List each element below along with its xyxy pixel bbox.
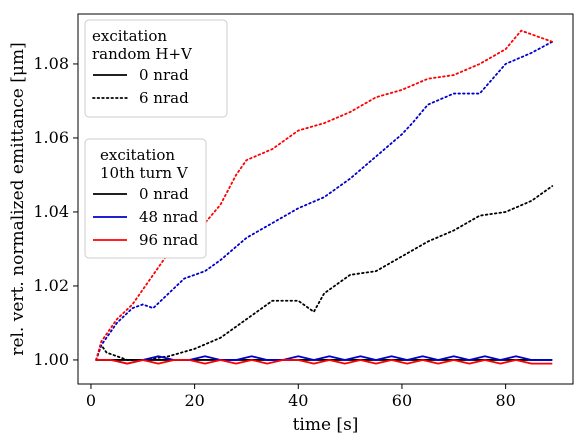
y-axis-ticks: 1.00 1.02 1.04 1.06 1.08: [33, 54, 78, 369]
legend-1-box: [84, 138, 207, 259]
series-line-0: [95, 185, 554, 361]
y-tick-label-0: 1.00: [33, 350, 69, 369]
legend-1-entry-2-label: 96 nrad: [139, 231, 199, 249]
series-layer: [95, 29, 554, 365]
x-tick-label-3: 60: [392, 391, 412, 410]
series-line-4: [96, 355, 553, 365]
legend-0-title-line-1: random H+V: [92, 45, 193, 63]
legend-1-title-line-0: excitation: [100, 146, 175, 164]
x-tick-label-0: 0: [86, 391, 96, 410]
y-tick-label-4: 1.08: [33, 54, 69, 73]
y-tick-label-1: 1.02: [33, 276, 69, 295]
series-line-5: [96, 359, 553, 365]
x-axis-label: time [s]: [293, 415, 359, 435]
series-line-2: [95, 29, 554, 361]
legend-0-title-line-0: excitation: [92, 27, 167, 45]
x-tick-label-2: 40: [288, 391, 308, 410]
legend-1-entry-1-label: 48 nrad: [139, 208, 199, 226]
x-tick-label-4: 80: [495, 391, 515, 410]
y-axis-label: rel. vert. normalized emittance [μm]: [8, 42, 28, 355]
x-tick-label-1: 20: [184, 391, 204, 410]
series-line-1: [95, 40, 554, 361]
x-axis-ticks: 0 20 40 60 80: [86, 384, 516, 410]
legend-0-box: [84, 19, 228, 118]
legend-0-entry-0-label: 0 nrad: [139, 66, 189, 84]
plot-frame: [77, 13, 574, 385]
y-tick-label-3: 1.06: [33, 128, 69, 147]
legend-0-entry-1-label: 6 nrad: [139, 89, 189, 107]
y-tick-label-2: 1.04: [33, 202, 69, 221]
legend-1-entry-0-label: 0 nrad: [139, 185, 189, 203]
legend-1-title-line-1: 10th turn V: [100, 164, 189, 182]
